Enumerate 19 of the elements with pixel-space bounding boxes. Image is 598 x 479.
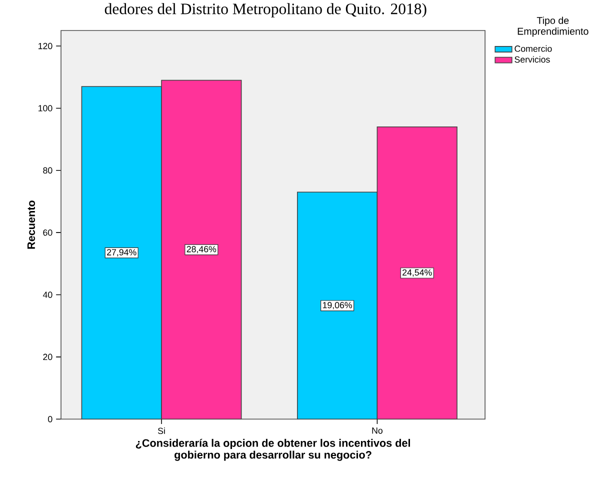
annotation: 19,06% (322, 302, 352, 310)
x-axis-title: ¿Consideraría la opcion de obtener los incentivos del gobierno para desarrollar su negocio? (136, 438, 410, 461)
y-tick-label: 120 (38, 42, 52, 50)
y-tick-label: 80 (43, 167, 52, 174)
x-tick-label: No (372, 427, 382, 434)
y-tick-label: 0 (48, 416, 52, 422)
y-tick-label: 40 (42, 292, 52, 298)
legend-label: Servicios (514, 56, 550, 63)
annotation: 24,54% (402, 269, 432, 277)
annotation: 27,94% (107, 249, 136, 256)
chart-title: dedores del Distrito Metropolitano de Quito. 2018) (104, 3, 426, 18)
legend-title: Tipo de Emprendimiento (518, 16, 588, 37)
y-tick-label: 100 (38, 105, 52, 112)
y-tick-label: 60 (43, 229, 52, 236)
y-tick-label: 20 (43, 354, 52, 360)
legend-label: Comercio (514, 45, 552, 52)
annotation: 28,46% (186, 246, 216, 254)
x-tick-label: Si (158, 427, 165, 434)
y-axis-title: Recuento (27, 200, 36, 249)
